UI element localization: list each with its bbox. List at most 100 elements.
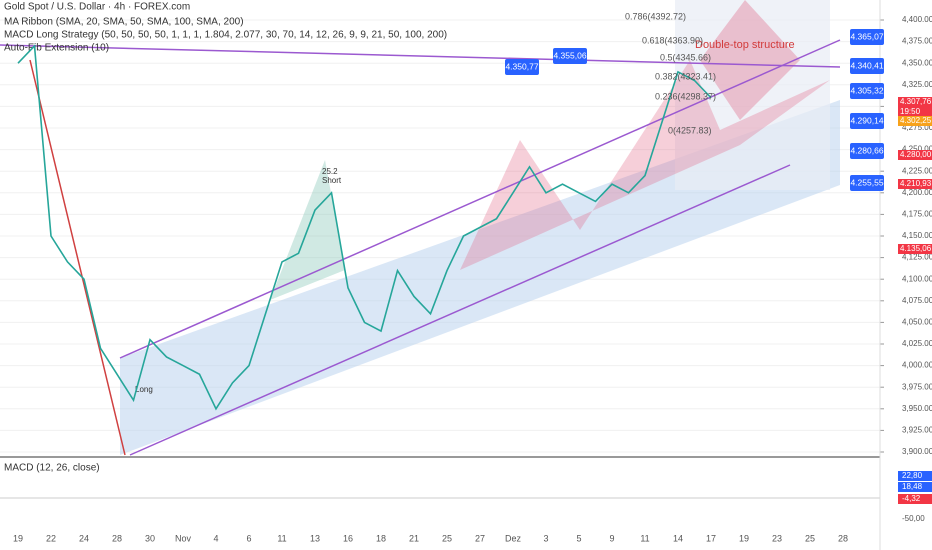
- annotation: Long: [135, 385, 153, 394]
- x-tick-label: 13: [310, 533, 320, 543]
- axis-tag-bg: [898, 150, 932, 160]
- y-tick-label: 4,050.00: [902, 318, 932, 327]
- axis-tag-bg: [898, 107, 932, 117]
- y-tick-label: 4,400.00: [902, 15, 932, 24]
- macd-tag: 22,80: [902, 471, 923, 480]
- y-tick-label: 4,175.00: [902, 210, 932, 219]
- y-tick-label: 4,375.00: [902, 37, 932, 46]
- y-tick-label: 3,925.00: [902, 426, 932, 435]
- y-tick-label: 4,250.00: [902, 145, 932, 154]
- macd-tag-bg: [898, 482, 932, 492]
- x-tick-label: 19: [13, 533, 23, 543]
- axis-tag: 4.307,76: [900, 97, 932, 106]
- y-tick-label: 4,150.00: [902, 231, 932, 240]
- x-tick-label: 21: [409, 533, 419, 543]
- price-tag-bg: [505, 59, 539, 75]
- price-tag: 4.290,14: [850, 115, 883, 125]
- price-tag-bg: [850, 113, 884, 129]
- axis-tag: 4.210,93: [900, 179, 932, 188]
- y-tick-label: 3,950.00: [902, 404, 932, 413]
- y-tick-label: 4,125.00: [902, 253, 932, 262]
- x-tick-label: 9: [609, 533, 614, 543]
- trend-line: [0, 44, 841, 68]
- channel: [120, 100, 840, 455]
- x-tick-label: 11: [277, 533, 286, 543]
- trend-line: [129, 164, 791, 456]
- x-tick-label: 3: [543, 533, 548, 543]
- price-tag: 4.255,55: [850, 177, 883, 187]
- y-tick-label: 4,225.00: [902, 166, 932, 175]
- price-tag: 4.305,32: [850, 85, 883, 95]
- fib-label: 0.5(4345.66): [660, 52, 711, 62]
- x-tick-label: 4: [213, 533, 218, 543]
- axis-tag-bg: [898, 179, 932, 189]
- x-tick-label: 28: [112, 533, 122, 543]
- x-tick-label: 23: [772, 533, 782, 543]
- annotation: 25.2: [322, 167, 338, 176]
- axis-tag-bg: [898, 97, 932, 107]
- price-line: [17, 44, 712, 411]
- axis-tag: 19:50: [900, 107, 921, 116]
- axis-tag-bg: [898, 244, 932, 254]
- x-tick-label: 16: [343, 533, 353, 543]
- indicator-label: Auto-Fib Extension (10): [4, 43, 109, 54]
- pattern: [460, 60, 830, 270]
- x-tick-label: Nov: [175, 533, 192, 543]
- y-tick-label: 4,200.00: [902, 188, 932, 197]
- axis-tag: 4.302,25: [900, 116, 932, 125]
- price-tag-bg: [850, 143, 884, 159]
- y-tick-label: 4,275.00: [902, 123, 932, 132]
- x-tick-label: 14: [673, 533, 683, 543]
- fib-label: 0.786(4392.72): [625, 11, 686, 21]
- trend-line: [119, 39, 841, 359]
- x-tick-label: 6: [246, 533, 251, 543]
- x-tick-label: 5: [576, 533, 581, 543]
- fib-zone: [675, 0, 830, 190]
- indicator-label: MA Ribbon (SMA, 20, SMA, 50, SMA, 100, S…: [4, 17, 244, 28]
- price-tag-bg: [850, 29, 884, 45]
- x-tick-label: 18: [376, 533, 386, 543]
- macd-tag: 18,48: [902, 482, 923, 491]
- price-tag: 4.355,06: [553, 50, 586, 60]
- price-tag: 4.350,77: [505, 61, 538, 71]
- axis-tag: 4.135,06: [900, 244, 932, 253]
- price-tag-bg: [850, 175, 884, 191]
- axis-tag-bg: [898, 116, 932, 126]
- macd-title: MACD (12, 26, close): [4, 463, 100, 474]
- y-tick-label: 4,000.00: [902, 361, 932, 370]
- x-tick-label: 22: [46, 533, 56, 543]
- y-tick-label: 4,350.00: [902, 58, 932, 67]
- x-tick-label: 27: [475, 533, 485, 543]
- x-tick-label: 17: [706, 533, 716, 543]
- macd-tag: -50,00: [902, 514, 925, 523]
- x-tick-label: 25: [442, 533, 452, 543]
- x-tick-label: 11: [640, 533, 649, 543]
- chart-title: Gold Spot / U.S. Dollar · 4h · FOREX.com: [4, 2, 190, 13]
- price-tag-bg: [850, 58, 884, 74]
- y-tick-label: 4,100.00: [902, 274, 932, 283]
- trend-line: [29, 59, 126, 456]
- y-tick-label: 4,075.00: [902, 296, 932, 305]
- y-tick-label: 3,900.00: [902, 447, 932, 456]
- x-tick-label: 24: [79, 533, 89, 543]
- price-tag: 4.365,07: [850, 31, 883, 41]
- fib-label: 0.618(4363.90): [642, 35, 703, 45]
- x-tick-label: 30: [145, 533, 155, 543]
- macd-tag-bg: [898, 471, 932, 481]
- fib-label: 0.382(4323.41): [655, 71, 716, 81]
- x-tick-label: Dez: [505, 533, 522, 543]
- price-tag-bg: [850, 83, 884, 99]
- annotation: Short: [322, 176, 342, 185]
- price-tag: 4.340,41: [850, 60, 883, 70]
- y-tick-label: 4,025.00: [902, 339, 932, 348]
- macd-tag-bg: [898, 494, 932, 504]
- x-tick-label: 25: [805, 533, 815, 543]
- x-tick-label: 28: [838, 533, 848, 543]
- x-tick-label: 19: [739, 533, 749, 543]
- macd-tag: -4,32: [902, 494, 921, 503]
- axis-tag: 4.280,00: [900, 150, 932, 159]
- y-tick-label: 4,325.00: [902, 80, 932, 89]
- price-tag-bg: [553, 48, 587, 64]
- fib-label: 0.236(4298.37): [655, 91, 716, 101]
